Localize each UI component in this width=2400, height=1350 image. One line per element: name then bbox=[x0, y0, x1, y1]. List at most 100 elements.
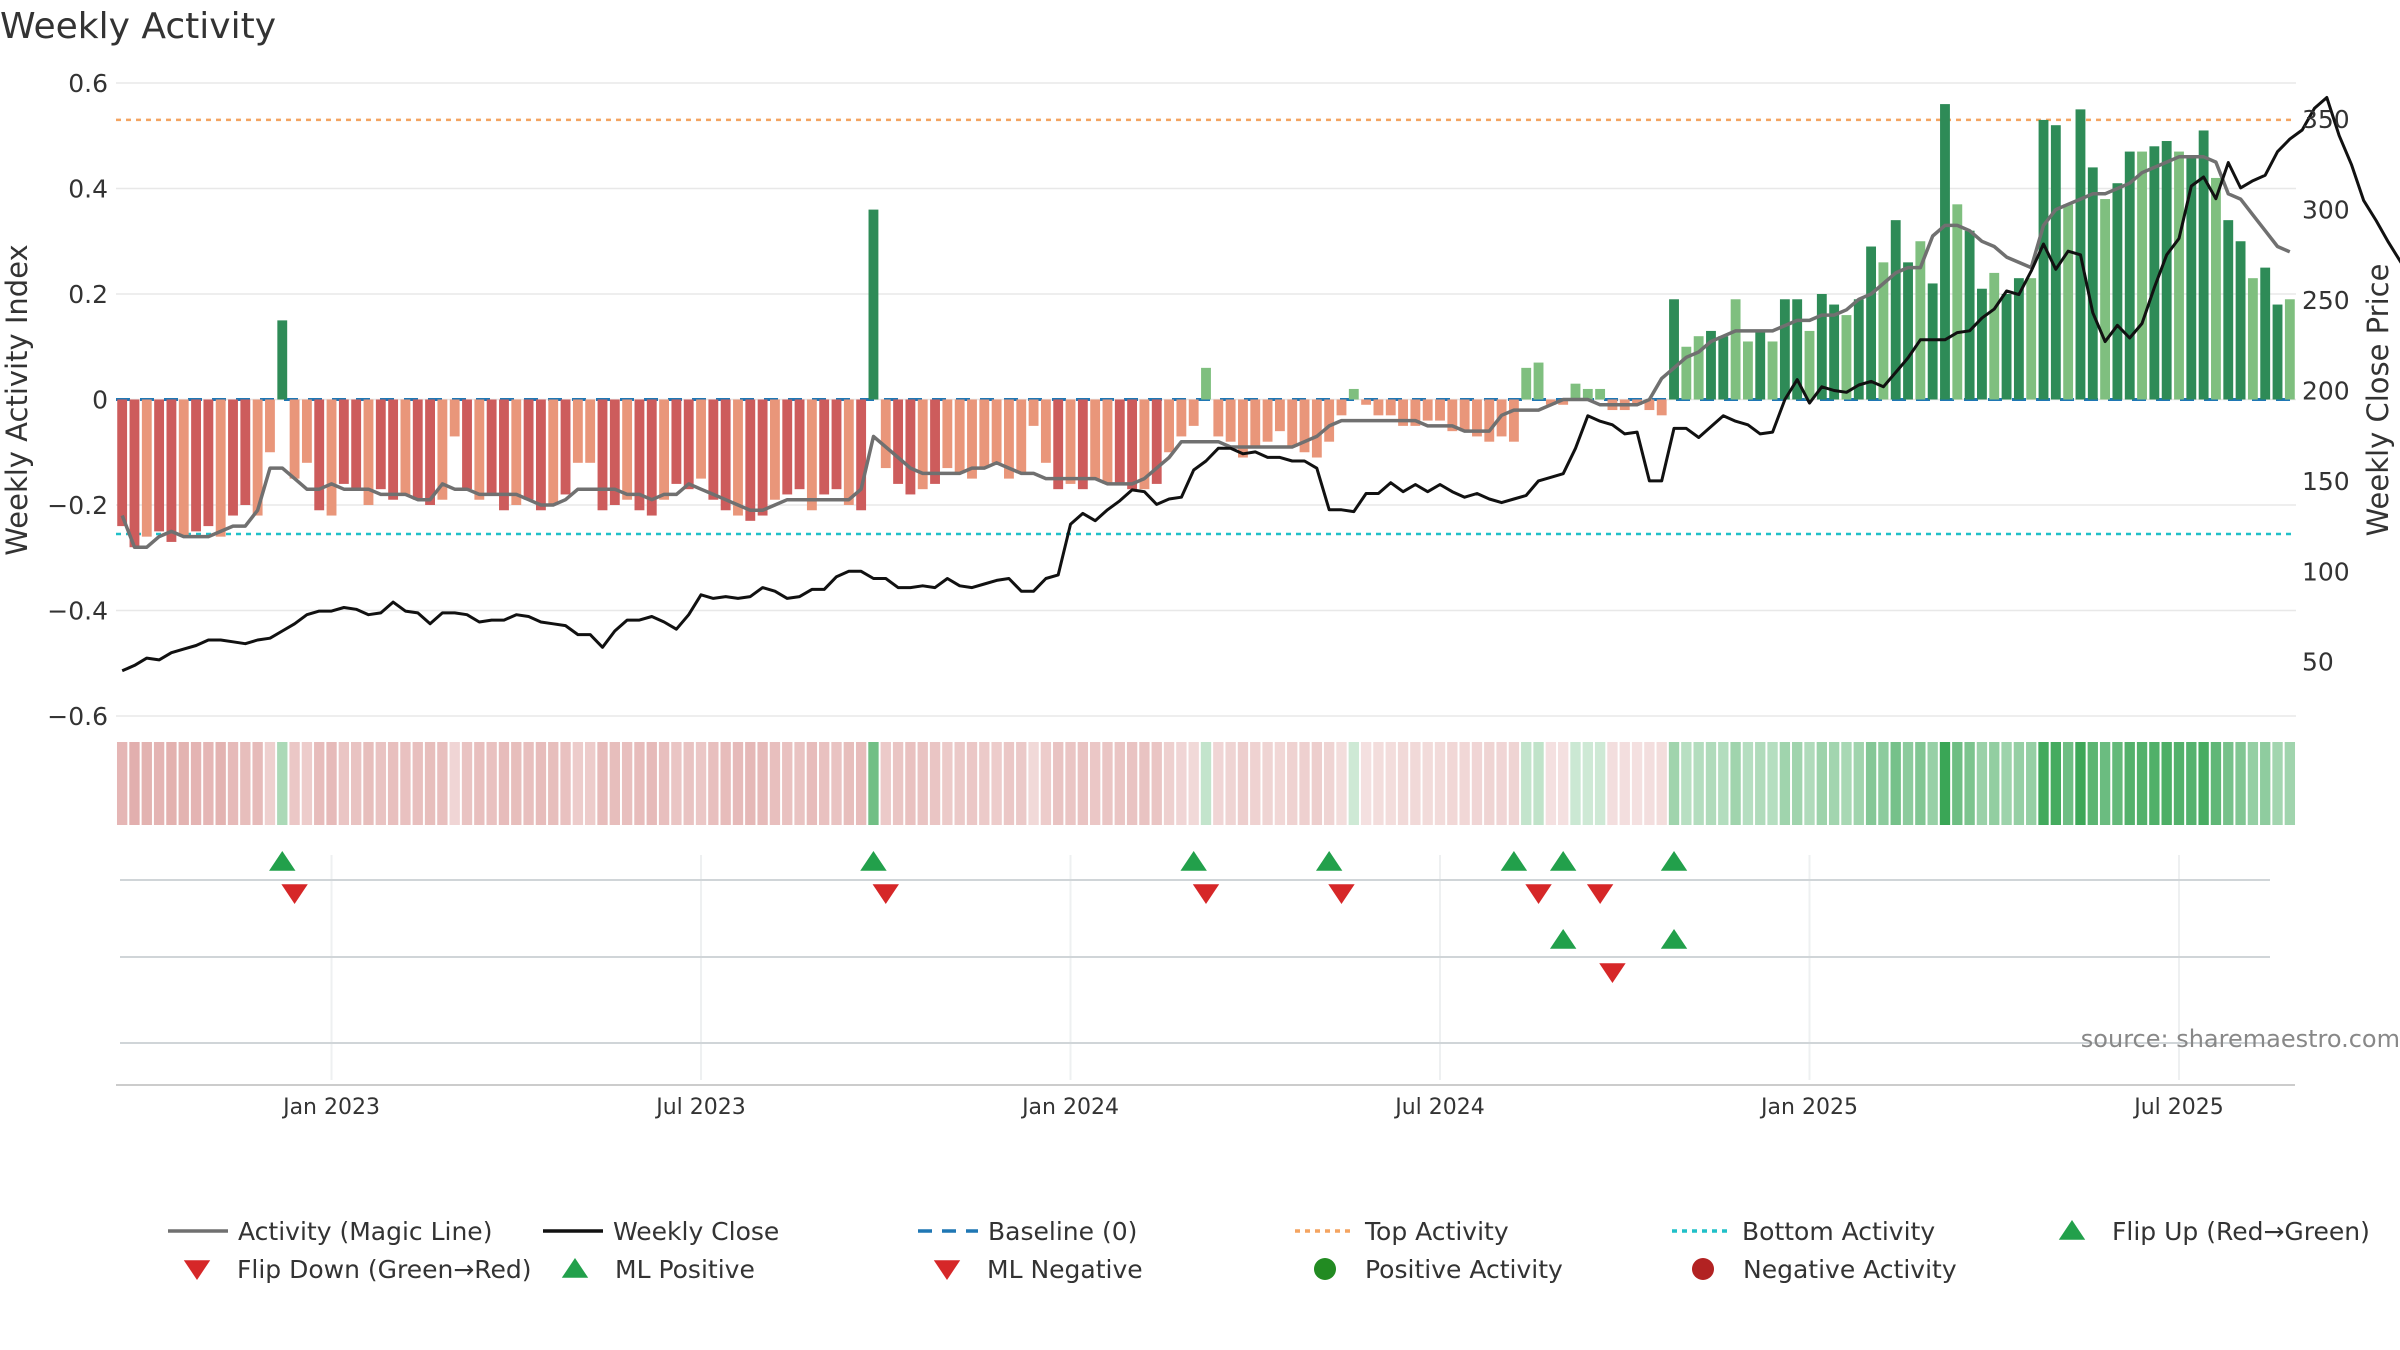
activity-bar bbox=[868, 209, 879, 400]
x-tick-label: Jul 2025 bbox=[2132, 1095, 2224, 1120]
heat-cell bbox=[1089, 742, 1101, 825]
activity-bar bbox=[1829, 304, 1840, 400]
heat-cell bbox=[363, 742, 374, 825]
heat-cell bbox=[1040, 742, 1052, 825]
heat-cell bbox=[1693, 742, 1704, 825]
heat-cell bbox=[2223, 742, 2234, 825]
activity-bar bbox=[572, 399, 583, 463]
source-note: source: sharemaestro.com bbox=[2081, 1025, 2400, 1053]
heat-cell bbox=[609, 742, 620, 825]
signal-marker-panel bbox=[120, 851, 2270, 1044]
ml-positive-marker bbox=[1660, 929, 1688, 949]
activity-bar bbox=[462, 399, 472, 490]
heat-cell bbox=[843, 742, 854, 825]
activity-bar bbox=[1816, 294, 1827, 400]
heat-cell bbox=[1225, 742, 1236, 825]
y2-tick-label: 100 bbox=[2302, 557, 2350, 586]
activity-bar bbox=[1767, 341, 1778, 400]
heat-cell bbox=[1422, 742, 1433, 825]
activity-bar bbox=[1422, 399, 1433, 421]
heat-cell bbox=[1200, 742, 1212, 825]
activity-bar bbox=[733, 399, 743, 516]
activity-bar bbox=[252, 399, 263, 516]
activity-bar bbox=[1410, 399, 1421, 426]
legend-item: Negative Activity bbox=[1692, 1255, 1957, 1284]
activity-bar bbox=[2186, 156, 2197, 400]
activity-bar bbox=[1521, 367, 1532, 400]
legend-label: Flip Up (Red→Green) bbox=[2112, 1217, 2370, 1246]
activity-bar bbox=[1656, 399, 1667, 416]
heat-cell bbox=[1989, 742, 2000, 825]
heat-cell bbox=[1545, 742, 1557, 825]
activity-bar bbox=[474, 399, 485, 500]
heat-cell bbox=[1336, 742, 1347, 825]
y-tick-label: −0.2 bbox=[47, 491, 108, 520]
heat-cell bbox=[991, 742, 1002, 825]
heat-cell bbox=[1299, 742, 1310, 825]
activity-bar bbox=[991, 399, 1002, 463]
heat-cell bbox=[1816, 742, 1827, 825]
ml-positive-marker bbox=[1549, 929, 1577, 949]
activity-bar bbox=[1028, 399, 1039, 426]
legend-label: Positive Activity bbox=[1365, 1255, 1563, 1284]
activity-bar bbox=[1114, 399, 1125, 484]
heat-cell bbox=[498, 742, 510, 825]
y2-tick-label: 300 bbox=[2302, 196, 2350, 225]
heat-cell bbox=[2149, 742, 2160, 825]
heat-cell bbox=[314, 742, 325, 825]
activity-bars bbox=[117, 104, 2295, 548]
activity-bar bbox=[560, 399, 571, 495]
activity-bar bbox=[1508, 399, 1519, 442]
flip-up-marker bbox=[1180, 851, 1207, 871]
heat-cell bbox=[1841, 742, 1852, 825]
heat-cell bbox=[449, 742, 460, 825]
magic-line bbox=[120, 155, 2291, 549]
activity-bar bbox=[1324, 399, 1335, 442]
heat-cell bbox=[892, 742, 904, 825]
activity-bar bbox=[1545, 399, 1556, 405]
triangle-down-red-icon bbox=[183, 1260, 211, 1280]
heat-cell bbox=[1016, 742, 1027, 825]
legend-item: Baseline (0) bbox=[918, 1217, 1137, 1246]
activity-bar bbox=[1977, 288, 1987, 400]
y-tick-label: 0 bbox=[92, 386, 108, 415]
activity-bar bbox=[1201, 367, 1211, 400]
legend-label: Bottom Activity bbox=[1742, 1217, 1935, 1246]
y2-tick-label: 200 bbox=[2302, 376, 2350, 405]
heat-cell bbox=[1804, 742, 1815, 825]
heat-cell bbox=[880, 742, 891, 825]
activity-bar bbox=[1595, 388, 1606, 400]
legend-label: Top Activity bbox=[1364, 1217, 1509, 1246]
legend-item: Flip Up (Red→Green) bbox=[2058, 1217, 2370, 1246]
activity-bar bbox=[1792, 299, 1803, 400]
activity-bar bbox=[1570, 383, 1581, 400]
heat-cell bbox=[412, 742, 423, 825]
heat-cell bbox=[1656, 742, 1667, 825]
heat-cell bbox=[277, 742, 288, 825]
heat-cell bbox=[338, 742, 350, 825]
activity-bar bbox=[228, 399, 238, 516]
heat-cell bbox=[2099, 742, 2111, 825]
activity-bar bbox=[1250, 399, 1261, 447]
heat-cell bbox=[1410, 742, 1421, 825]
legend-item: Activity (Magic Line) bbox=[168, 1217, 492, 1246]
activity-bar bbox=[770, 399, 780, 500]
y2-tick-label: 50 bbox=[2302, 648, 2334, 677]
activity-bar bbox=[412, 399, 423, 500]
activity-bar bbox=[2137, 151, 2147, 400]
legend-label: Activity (Magic Line) bbox=[238, 1217, 492, 1246]
heat-cell bbox=[782, 742, 793, 825]
heat-cell bbox=[1237, 742, 1249, 825]
activity-bar bbox=[166, 399, 177, 542]
heat-cell bbox=[683, 742, 694, 825]
heat-cell bbox=[2260, 742, 2271, 825]
heat-cell bbox=[252, 742, 263, 825]
activity-bar bbox=[240, 399, 251, 505]
activity-bar bbox=[843, 399, 854, 505]
heat-cell bbox=[141, 742, 152, 825]
heat-cell bbox=[1348, 742, 1359, 825]
activity-bar bbox=[1866, 246, 1877, 400]
activity-bar bbox=[301, 399, 312, 463]
heat-cell bbox=[1976, 742, 1988, 825]
